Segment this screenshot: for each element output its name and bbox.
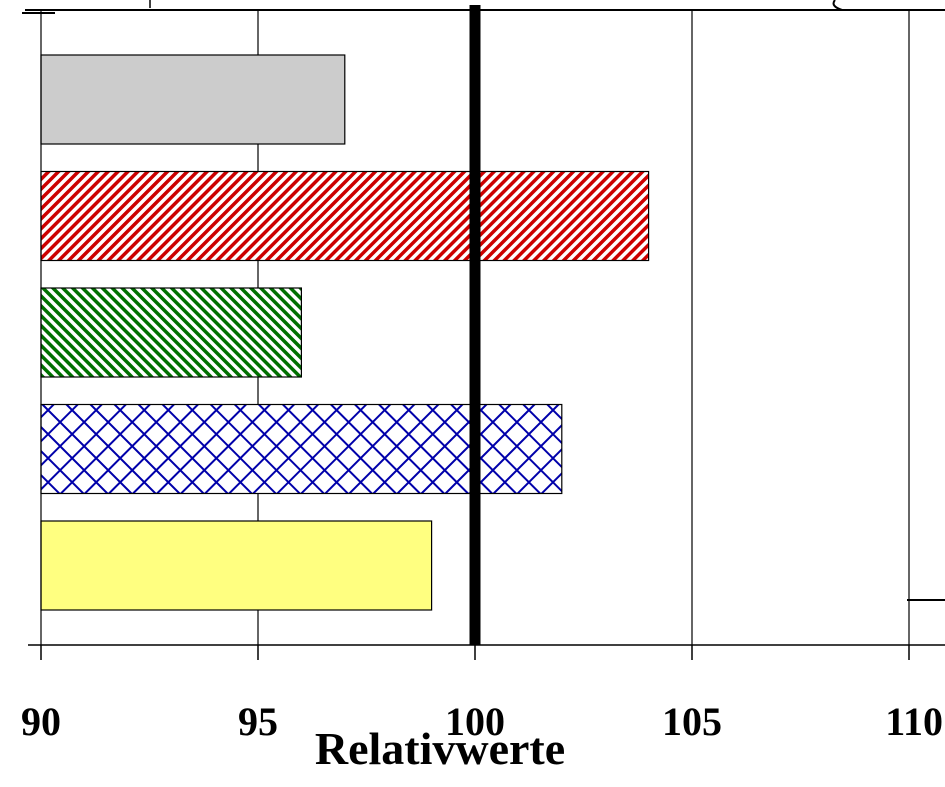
bar-5	[40, 520, 433, 611]
bar-4	[40, 403, 563, 495]
x-tick-label-110: 110	[885, 699, 943, 744]
x-tick-label-100: 100	[445, 699, 505, 744]
top-right-bracket	[832, 0, 843, 11]
x-tick-label-105: 105	[662, 699, 722, 744]
bar-3	[40, 287, 302, 378]
x-axis-title: Relativwerte	[315, 723, 565, 774]
bars	[40, 54, 650, 611]
x-axis	[28, 10, 945, 660]
x-tick-labels: 90 95 100 105 110	[21, 699, 943, 744]
bar-1	[40, 54, 346, 145]
x-tick-label-90: 90	[21, 699, 61, 744]
x-tick-label-95: 95	[238, 699, 278, 744]
bar-2	[40, 170, 650, 262]
